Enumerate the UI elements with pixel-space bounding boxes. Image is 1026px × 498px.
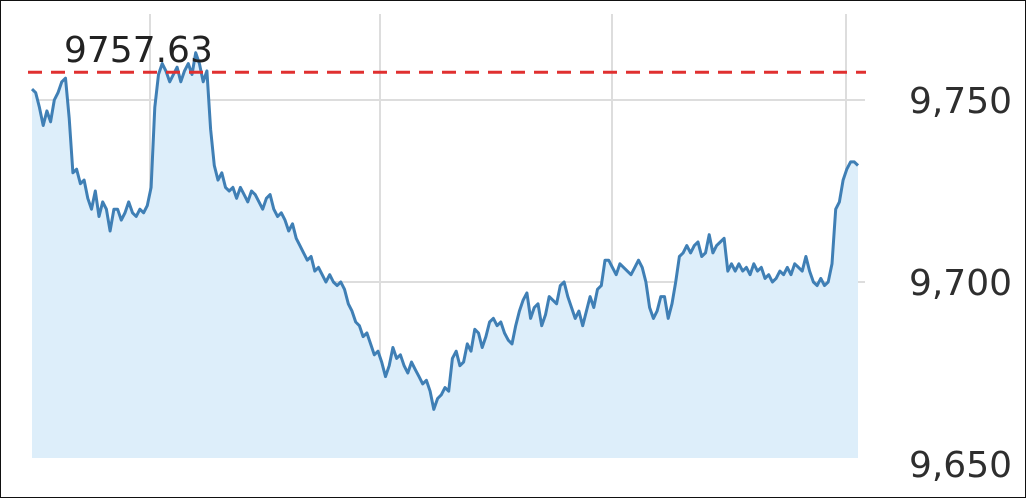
y-tick-label: 9,650 <box>909 445 1012 486</box>
reference-label: 9757.63 <box>64 30 213 71</box>
y-axis-ticks: 9,750 9,700 9,650 <box>909 81 1012 486</box>
y-tick-label: 9,750 <box>909 81 1012 122</box>
series-area-fill <box>32 52 858 458</box>
series-line <box>30 51 860 411</box>
y-tick-label: 9,700 <box>909 263 1012 304</box>
